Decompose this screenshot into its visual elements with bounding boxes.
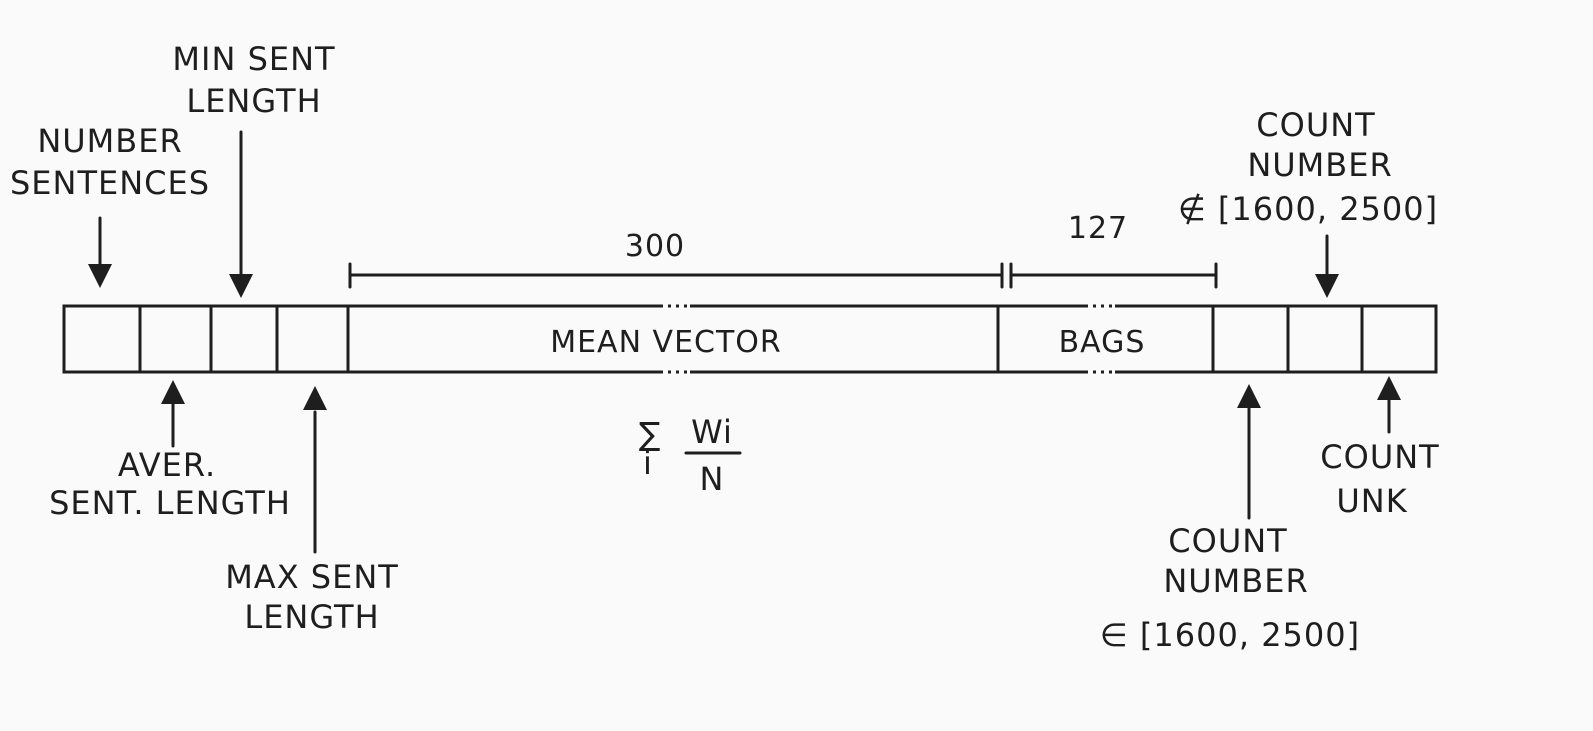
count-unk-arrow bbox=[1377, 376, 1401, 434]
number-sentences-label: SENTENCES bbox=[10, 164, 210, 202]
bags-size: 127 bbox=[1068, 211, 1128, 246]
count-unk-label: COUNT bbox=[1320, 438, 1439, 476]
bags-dimension: 127 bbox=[1009, 211, 1218, 289]
max-sent-length-label: LENGTH bbox=[244, 598, 379, 636]
max-sent-length-arrow bbox=[303, 386, 327, 554]
mean-vector-label: MEAN VECTOR bbox=[550, 325, 782, 360]
count-number-in-range-arrow bbox=[1237, 384, 1261, 520]
bags-label: BAGS bbox=[1059, 325, 1146, 360]
aver-sent-length-label: SENT. LENGTH bbox=[49, 484, 291, 522]
count-number-not-in-range-label: COUNT bbox=[1256, 106, 1375, 144]
count-number-not-in-range-label: ∉ [1600, 2500] bbox=[1178, 190, 1438, 228]
formula-denominator: N bbox=[700, 460, 725, 498]
count-number-not-in-range-arrow bbox=[1315, 234, 1339, 298]
mean-vector-dimension: 300 bbox=[348, 229, 1004, 289]
number-sentences-label: NUMBER bbox=[37, 122, 182, 160]
count-number-not-in-range-label: NUMBER bbox=[1247, 146, 1392, 184]
min-sent-length-label: MIN SENT bbox=[172, 40, 335, 78]
aver-sent-length-arrow bbox=[161, 380, 185, 448]
count-number-in-range-label: COUNT bbox=[1168, 522, 1287, 560]
formula-index: i bbox=[643, 444, 653, 482]
count-number-in-range-label: NUMBER bbox=[1163, 562, 1308, 600]
count-number-in-range-label: ∈ [1600, 2500] bbox=[1100, 616, 1360, 654]
number-sentences-arrow bbox=[88, 216, 112, 288]
mean-vector-size: 300 bbox=[625, 229, 685, 264]
count-unk-label: UNK bbox=[1336, 482, 1407, 520]
min-sent-length-arrow bbox=[229, 130, 253, 298]
formula-numerator: Wi bbox=[691, 413, 733, 451]
formula-sigma: ∑ bbox=[639, 415, 662, 453]
vector-bar bbox=[62, 304, 1438, 374]
aver-sent-length-label: AVER. bbox=[118, 446, 216, 484]
max-sent-length-label: MAX SENT bbox=[225, 558, 399, 596]
mean-formula: ∑ i Wi N bbox=[639, 413, 742, 498]
min-sent-length-label: LENGTH bbox=[186, 82, 321, 120]
